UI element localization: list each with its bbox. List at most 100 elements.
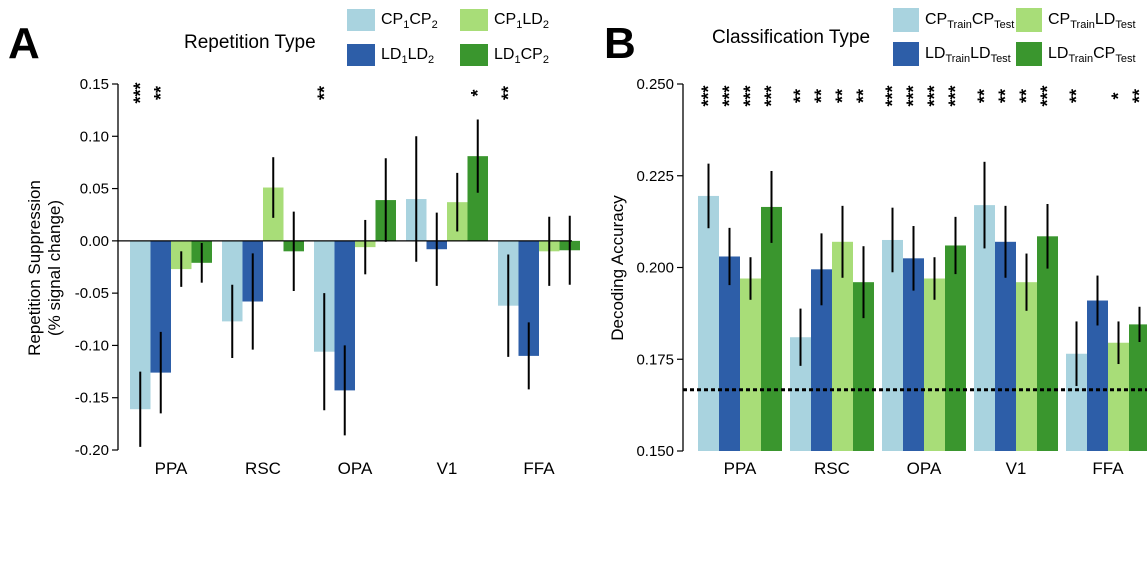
bar xyxy=(924,278,945,451)
panel-b-letter: B xyxy=(604,19,636,68)
significance-marker: ** xyxy=(314,86,334,100)
legend-swatch xyxy=(1016,42,1042,66)
bar xyxy=(790,337,811,451)
legend-label: CP1LD2 xyxy=(494,11,549,31)
panel-b-significance: *** *** *** *** ** ** ** ** *** *** *** *** ** ** ** **… xyxy=(699,85,1147,106)
bar xyxy=(1087,300,1108,451)
significance-marker: ** xyxy=(1130,89,1147,103)
panel-a-legend-title: Repetition Type xyxy=(184,32,316,53)
significance-marker: *** xyxy=(720,85,740,106)
bar xyxy=(719,256,740,451)
panel-a-y-label-units: (% signal change) xyxy=(45,200,64,336)
bar xyxy=(761,206,782,451)
panel-b-category-labels: PPA RSC OPA V1 FFA xyxy=(724,459,1125,478)
category-label: RSC xyxy=(245,459,281,478)
legend-label: CPTrainCPTest xyxy=(925,11,1014,31)
y-tick-label: -0.05 xyxy=(75,285,109,302)
panel-a: A Repetition Type CP1CP2 LD1LD2 CP1LD2 LD1C… xyxy=(8,9,580,478)
y-tick-label: 0.250 xyxy=(636,76,674,93)
category-label: OPA xyxy=(907,459,942,478)
panel-b-bars xyxy=(698,195,1147,451)
significance-marker: * xyxy=(1109,92,1129,99)
bar xyxy=(811,269,832,451)
bar xyxy=(995,241,1016,451)
legend-swatch xyxy=(460,9,488,31)
significance-marker: *** xyxy=(741,85,761,106)
y-tick-label: 0.200 xyxy=(636,260,674,277)
panel-a-significance: *** ** ** * ** xyxy=(130,82,518,103)
bar xyxy=(832,241,853,451)
legend-swatch xyxy=(347,44,375,66)
bar xyxy=(518,240,539,356)
bar xyxy=(150,240,171,373)
panel-a-category-labels: PPA RSC OPA V1 FFA xyxy=(155,459,556,478)
bar xyxy=(1066,353,1087,451)
category-label: OPA xyxy=(338,459,373,478)
panel-a-legend: CP1CP2 LD1LD2 CP1LD2 LD1CP2 xyxy=(347,9,549,66)
category-label: PPA xyxy=(724,459,757,478)
y-tick-label: 0.150 xyxy=(636,443,674,460)
significance-marker: *** xyxy=(883,85,903,106)
significance-marker: *** xyxy=(1038,85,1058,106)
legend-swatch xyxy=(347,9,375,31)
significance-marker: * xyxy=(468,89,488,96)
panel-b-y-label: Decoding Accuracy xyxy=(608,195,627,341)
bar xyxy=(1037,236,1058,451)
legend-swatch xyxy=(1016,8,1042,32)
category-label: FFA xyxy=(1092,459,1124,478)
category-label: V1 xyxy=(437,459,458,478)
panel-b-y-ticks: 0.250 0.225 0.200 0.175 0.150 xyxy=(636,76,683,460)
bar xyxy=(698,195,719,451)
panel-b: B Classification Type CPTrainCPTest LDTra… xyxy=(604,8,1147,478)
significance-marker: ** xyxy=(791,89,811,103)
significance-marker: ** xyxy=(812,89,832,103)
legend-swatch xyxy=(460,44,488,66)
y-tick-label: 0.10 xyxy=(80,128,109,145)
y-tick-label: 0.175 xyxy=(636,351,674,368)
legend-label: CP1CP2 xyxy=(381,11,438,31)
legend-swatch xyxy=(893,8,919,32)
y-tick-label: -0.15 xyxy=(75,390,109,407)
y-tick-label: 0.15 xyxy=(80,76,109,93)
category-label: PPA xyxy=(155,459,188,478)
significance-marker: *** xyxy=(946,85,966,106)
bar xyxy=(945,245,966,451)
panel-b-error-bars xyxy=(707,161,1141,387)
significance-marker: *** xyxy=(762,85,782,106)
legend-label: LDTrainCPTest xyxy=(1048,45,1136,65)
panel-a-y-label: Repetition Suppression xyxy=(25,180,44,356)
bar xyxy=(222,240,243,322)
bar xyxy=(903,258,924,451)
bar xyxy=(740,278,761,451)
panel-a-error-bars xyxy=(139,119,571,447)
significance-marker: ** xyxy=(1017,89,1037,103)
y-tick-label: 0.05 xyxy=(80,181,109,198)
legend-label: CPTrainLDTest xyxy=(1048,11,1136,31)
category-label: FFA xyxy=(523,459,555,478)
bar xyxy=(1016,282,1037,451)
bar xyxy=(853,282,874,451)
panel-a-bars xyxy=(130,156,580,410)
legend-swatch xyxy=(893,42,919,66)
legend-label: LD1LD2 xyxy=(381,46,434,66)
bar xyxy=(1129,324,1147,451)
panel-b-legend: CPTrainCPTest LDTrainLDTest CPTrainLDTest L… xyxy=(893,8,1136,66)
bar xyxy=(1108,342,1129,451)
significance-marker: ** xyxy=(1067,89,1087,103)
significance-marker: ** xyxy=(151,86,171,100)
significance-marker: *** xyxy=(925,85,945,106)
category-label: RSC xyxy=(814,459,850,478)
significance-marker: ** xyxy=(498,86,518,100)
significance-marker: ** xyxy=(854,89,874,103)
significance-marker: *** xyxy=(699,85,719,106)
legend-label: LDTrainLDTest xyxy=(925,45,1011,65)
panel-a-letter: A xyxy=(8,19,40,68)
significance-marker: ** xyxy=(996,89,1016,103)
bar xyxy=(334,240,355,391)
significance-marker: ** xyxy=(833,89,853,103)
bar xyxy=(882,239,903,451)
panel-b-legend-title: Classification Type xyxy=(712,27,870,48)
significance-marker: *** xyxy=(130,82,150,103)
significance-marker: ** xyxy=(975,89,995,103)
